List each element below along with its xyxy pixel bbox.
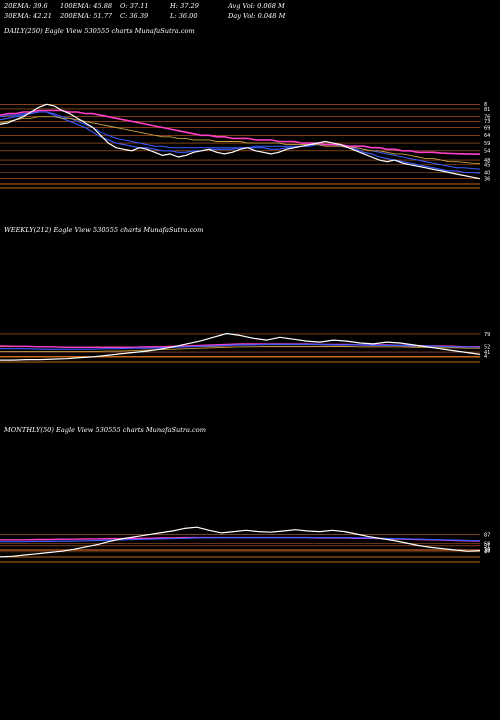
- low-label: L: 36.00: [170, 12, 198, 20]
- weekly-tick-label: 4: [484, 354, 487, 360]
- monthly-price-line: [0, 526, 481, 558]
- daily-ema30-line: [0, 111, 481, 170]
- monthly-tick-label: 87: [484, 532, 490, 538]
- ema30-label: 30EMA: 42.21: [4, 12, 52, 20]
- daily-panel-title: DAILY(250) Eagle View 530555 charts Muna…: [4, 27, 195, 35]
- monthly-tick-label: 4: [484, 550, 487, 556]
- daily-tick-label: 8: [484, 102, 487, 108]
- weekly-price-line: [0, 332, 481, 361]
- daily-tick-label: 59: [484, 141, 490, 147]
- daily-tick-label: 40: [484, 170, 490, 176]
- dayvol-label: Day Vol: 0.048 M: [228, 12, 286, 20]
- daily-tick-label: 36: [484, 177, 490, 183]
- ema20-label: 20EMA: 39.6: [4, 2, 48, 10]
- ema200-label: 200EMA: 51.77: [60, 12, 113, 20]
- monthly-tick-label: 58: [484, 541, 490, 547]
- weekly-panel-title: WEEKLY(212) Eagle View 530555 charts Mun…: [4, 226, 204, 234]
- high-label: H: 37.29: [170, 2, 199, 10]
- monthly-tick-label: 51: [484, 544, 490, 550]
- daily-tick-label: 48: [484, 158, 490, 164]
- weekly-ema_b-line: [0, 343, 481, 350]
- daily-tick-label: 64: [484, 133, 490, 139]
- weekly-tick-label: 52: [484, 345, 490, 351]
- daily-tick-label: 69: [484, 125, 490, 131]
- daily-tick-label: 73: [484, 119, 490, 125]
- weekly-tick-label: 79: [484, 332, 490, 338]
- daily-tick-label: 81: [484, 107, 490, 113]
- avgvol-label: Avg Vol: 0.068 M: [228, 2, 285, 10]
- close-label: C: 36.39: [120, 12, 149, 20]
- monthly-tick-label: 36: [484, 548, 490, 554]
- daily-tick-label: 76: [484, 115, 490, 121]
- daily-ema100-line: [0, 116, 481, 164]
- daily-price-line: [0, 103, 481, 180]
- monthly-ema_b-line: [0, 536, 481, 543]
- ema100-label: 100EMA: 45.88: [60, 2, 113, 10]
- monthly-panel-title: MONTHLY(50) Eagle View 530555 charts Mun…: [4, 426, 206, 434]
- daily-tick-label: 54: [484, 149, 490, 155]
- open-label: O: 37.11: [120, 2, 149, 10]
- daily-tick-label: 45: [484, 163, 490, 169]
- daily-ema200-line: [0, 109, 481, 155]
- monthly-tick-label: 39: [484, 547, 490, 553]
- weekly-tick-label: 41: [484, 350, 490, 356]
- weekly-ema_c-line: [0, 345, 480, 353]
